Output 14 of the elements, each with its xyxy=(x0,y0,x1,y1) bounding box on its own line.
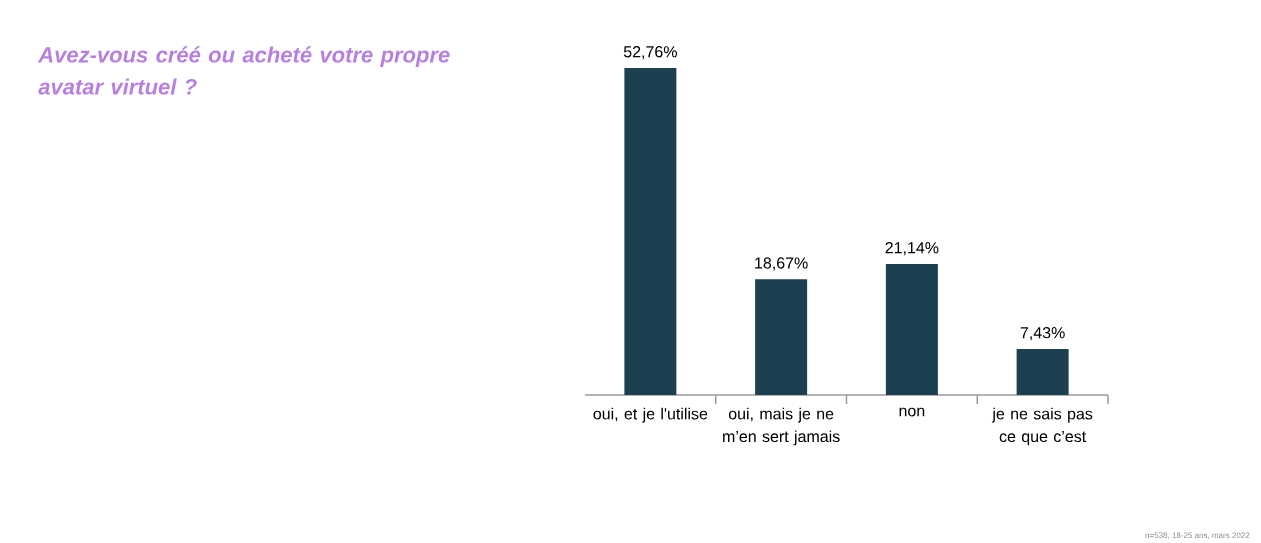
x-tick-label: oui, mais je ne m’en sert jamais xyxy=(723,407,840,446)
bar xyxy=(624,67,677,395)
bar xyxy=(755,279,808,395)
data-label: 52,76% xyxy=(623,46,677,60)
text: n=538, 18-25 ans, mars 2022 xyxy=(1145,532,1250,540)
text: Avez-vous créé ou acheté votre propre avatar virtuel ? xyxy=(37,46,450,95)
data-label: 18,67% xyxy=(755,257,808,271)
bar xyxy=(1016,348,1069,395)
x-tick-label: je ne sais pas ce que c’est xyxy=(991,407,1093,446)
x-tick-label: non xyxy=(899,407,925,417)
data-label: 7,43% xyxy=(1020,327,1065,341)
bar xyxy=(885,263,938,395)
x-tick-label: oui, et je l'utilise xyxy=(593,407,708,423)
data-label: 21,14% xyxy=(885,242,939,256)
